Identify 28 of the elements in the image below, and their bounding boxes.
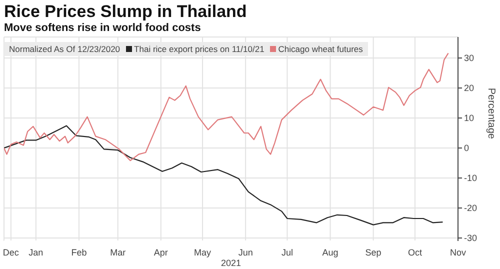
line-series (4, 125, 444, 226)
legend-label: Chicago wheat futures (278, 44, 363, 54)
y-tick-label: 10 (464, 113, 474, 124)
x-tick-label: Jan (28, 247, 44, 258)
x-tick-label: Dec (2, 247, 20, 258)
y-tick-label: 30 (464, 53, 474, 64)
x-tick-label: Apr (154, 247, 168, 258)
y-tick-label: -20 (464, 203, 478, 214)
x-tick-label: Feb (71, 247, 87, 258)
x-tick-label: Jul (281, 247, 293, 258)
chart-title: Rice Prices Slump in Thailand (4, 2, 247, 22)
x-axis-title: 2021 (220, 258, 242, 268)
chart-subtitle: Move softens rise in world food costs (4, 22, 201, 34)
line-series (4, 52, 449, 162)
x-tick-label: Aug (322, 247, 338, 258)
y-tick-label: -30 (464, 233, 478, 244)
legend-title: Normalized As Of 12/23/2020 (9, 44, 120, 54)
x-tick-label: Oct (408, 247, 422, 258)
y-axis-title: Percentage (485, 88, 496, 140)
x-tick-label: Jun (238, 247, 253, 258)
x-tick-label: Sep (365, 247, 382, 258)
y-tick-label: 20 (464, 83, 474, 94)
y-tick-label: -10 (464, 173, 478, 184)
x-tick-label: Mar (110, 247, 126, 258)
legend-label: Thai rice export prices on 11/10/21 (134, 44, 264, 54)
x-tick-label: May (194, 247, 212, 258)
x-tick-label: Nov (450, 247, 466, 258)
y-tick-label: 0 (464, 143, 470, 154)
